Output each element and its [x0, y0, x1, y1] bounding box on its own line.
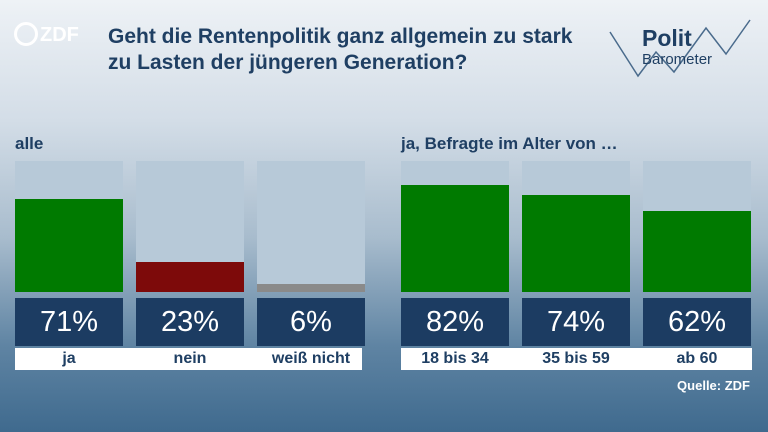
brand-barometer: Barometer	[642, 51, 713, 68]
category-strip-all	[15, 348, 362, 370]
politbarometer-zigzag-icon	[609, 19, 751, 78]
chart-title: Geht die Rentenpolitik ganz allgemein zu…	[108, 25, 573, 74]
bar-track	[257, 161, 365, 292]
zdf-logo-icon	[14, 22, 38, 46]
category-label: nein	[173, 350, 207, 367]
bar	[257, 284, 365, 292]
bar	[643, 211, 751, 292]
bar	[522, 195, 630, 292]
bar-track	[136, 161, 244, 292]
category-label: 18 bis 34	[421, 350, 489, 367]
category-label: weiß nicht	[271, 350, 351, 367]
bar-value-label: 82%	[401, 298, 509, 346]
category-label: ja	[62, 350, 76, 367]
bar	[401, 185, 509, 292]
category-strip-age	[401, 348, 752, 370]
bar-track	[522, 161, 630, 292]
category-label: ab 60	[676, 350, 718, 367]
bar-value-label: 23%	[136, 298, 244, 346]
bar-value-label: 71%	[15, 298, 123, 346]
bar-value-label: 6%	[257, 298, 365, 346]
politbarometer-logo: Polit Barometer	[608, 14, 758, 84]
bar-value-label: 74%	[522, 298, 630, 346]
source-note: Quelle: ZDF	[677, 378, 750, 393]
bar	[15, 199, 123, 292]
brand-polit: Polit	[642, 25, 692, 51]
bar-track	[643, 161, 751, 292]
group-label-age: ja, Befragte im Alter von …	[401, 134, 618, 153]
bar	[136, 262, 244, 292]
bar-track	[401, 161, 509, 292]
zdf-logo-text: ZDF	[40, 24, 79, 46]
category-label: 35 bis 59	[542, 350, 610, 367]
bar-track	[15, 161, 123, 292]
bar-value-label: 62%	[643, 298, 751, 346]
group-label-all: alle	[15, 134, 44, 153]
zdf-logo: ZDF	[14, 22, 79, 47]
